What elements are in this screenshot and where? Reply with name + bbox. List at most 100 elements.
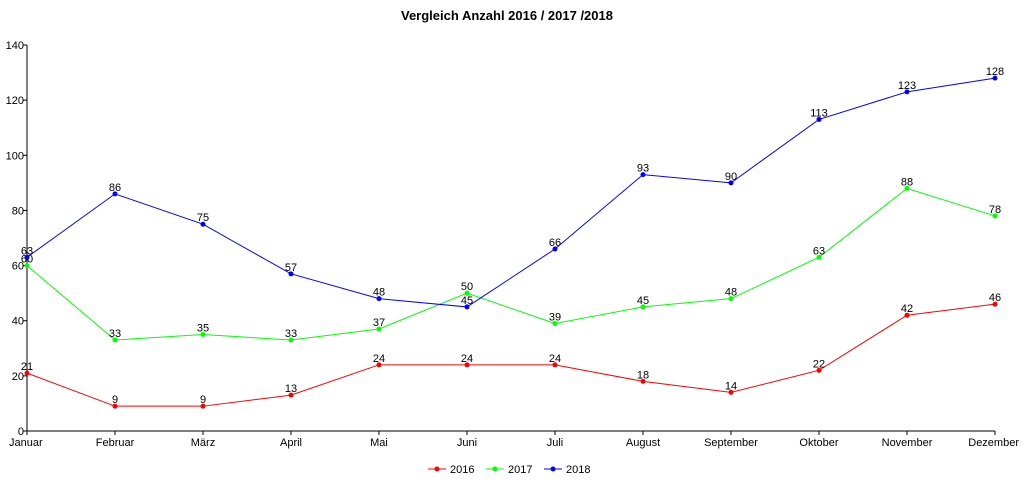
data-label: 33 [109,328,121,340]
data-point [288,271,294,277]
data-point [640,172,646,178]
data-point [288,337,294,343]
data-point [552,362,558,368]
legend-label: 2016 [450,464,474,476]
data-label: 57 [285,262,297,274]
data-point [728,296,734,302]
data-label: 63 [813,245,825,257]
y-tick-label: 0 [18,426,24,438]
series-layer: 2199132424241814224246603335333750394548… [21,66,1004,409]
data-point [552,320,558,326]
data-point [464,290,470,296]
data-label: 48 [373,287,385,299]
data-label: 21 [21,361,33,373]
data-point [112,403,118,409]
series-line [26,77,996,308]
data-point [24,370,30,376]
legend-item: 2018 [544,464,590,476]
data-label: 88 [901,176,913,188]
y-tick-label: 20 [12,371,24,383]
x-tick-label: Juli [547,437,564,449]
legend-item: 2016 [428,464,474,476]
data-point [992,301,998,307]
data-point [288,392,294,398]
data-point [24,254,30,260]
data-point [816,116,822,122]
x-tick-label: August [626,437,660,449]
data-label: 45 [637,295,649,307]
data-label: 42 [901,303,913,315]
x-tick-label: April [280,437,302,449]
data-label: 24 [549,353,561,365]
data-label: 45 [461,295,473,307]
x-tick-label: Oktober [799,437,838,449]
data-label: 13 [285,383,297,395]
data-point [904,312,910,318]
data-label: 75 [197,212,209,224]
data-label: 128 [986,66,1004,78]
y-tick-label: 60 [12,261,24,273]
data-label: 24 [461,353,473,365]
data-label: 22 [813,358,825,370]
data-point [904,185,910,191]
x-tick-label: September [704,437,758,449]
data-label: 39 [549,311,561,323]
data-point [640,378,646,384]
series-2018: 63 86 75 57 48 45 66 93 90 113 123 128 [21,66,1004,310]
data-label: 46 [989,292,1001,304]
data-point [112,337,118,343]
y-tick-label: 80 [12,205,24,217]
data-point [992,75,998,81]
y-tick-label: 40 [12,316,24,328]
data-point [112,191,118,197]
data-label: 50 [461,281,473,293]
data-point [816,254,822,260]
x-tick-label: Juni [457,437,477,449]
data-label: 24 [373,353,385,365]
data-label: 123 [898,80,916,92]
chart-title: Vergleich Anzahl 2016 / 2017 /2018 [401,8,613,23]
series-2016: 21 9 9 13 24 24 24 18 14 22 42 46 [21,292,1001,409]
data-label: 9 [112,394,118,406]
y-tick-label: 100 [6,150,24,162]
x-tick-label: März [191,437,215,449]
data-label: 35 [197,323,209,335]
x-tick-label: Mai [370,437,388,449]
data-label: 86 [109,182,121,194]
data-label: 18 [637,369,649,381]
data-point [728,180,734,186]
data-label: 63 [21,245,33,257]
data-point [200,403,206,409]
data-point [464,362,470,368]
legend-label: 2018 [566,464,590,476]
data-label: 93 [637,163,649,175]
series-2017: 603335333750394548638878 [21,176,1001,343]
data-label: 66 [549,237,561,249]
data-point [200,221,206,227]
legend-label: 2017 [508,464,532,476]
x-tick-label: Februar [96,437,135,449]
data-point [728,389,734,395]
data-point [992,213,998,219]
x-tick-label: Dezember [968,437,1019,449]
x-tick-label: Januar [9,437,43,449]
legend-item: 2017 [486,464,532,476]
data-point [464,304,470,310]
axes: 0 20 40 60 80 100 120 140 Januar Februar März April… [6,40,1020,449]
data-point [904,89,910,95]
legend-swatch-marker [550,466,556,472]
legend: 2016 2017 2018 [428,464,590,476]
data-label: 78 [989,204,1001,216]
data-point [200,332,206,337]
data-point [552,246,558,252]
data-label: 9 [200,394,206,406]
x-tick-label: November [882,437,933,449]
data-point [376,362,382,368]
data-label: 113 [810,107,828,119]
data-label: 37 [373,317,385,329]
data-label: 14 [725,380,737,392]
legend-swatch-marker [492,466,498,472]
data-point [376,326,382,332]
